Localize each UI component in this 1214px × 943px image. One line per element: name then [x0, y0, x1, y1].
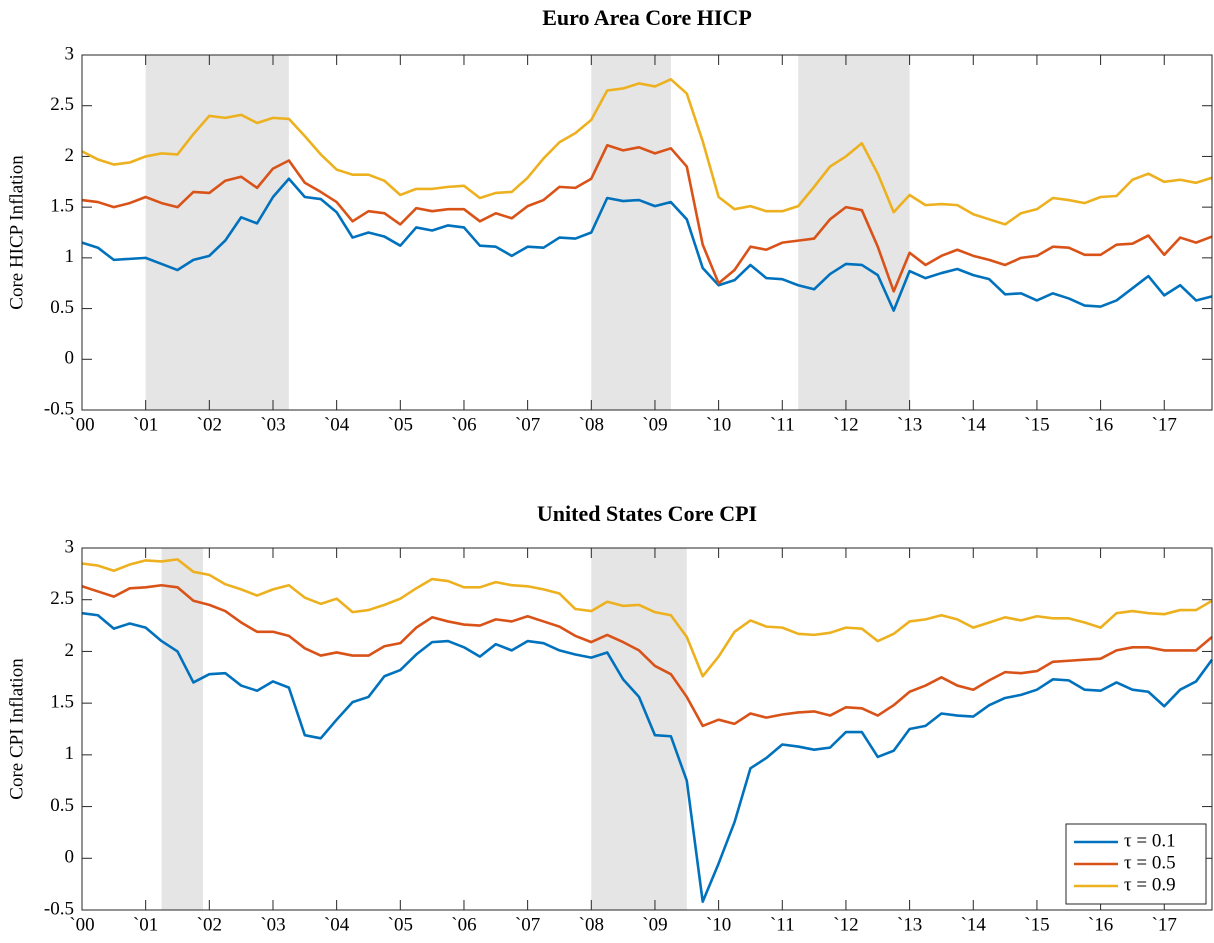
legend-label: τ = 0.9 [1124, 874, 1176, 895]
x-tick-label: `10 [706, 414, 731, 435]
x-tick-label: `15 [1024, 914, 1049, 935]
y-tick-label: -0.5 [44, 898, 74, 919]
x-tick-label: `14 [961, 914, 987, 935]
x-tick-label: `06 [451, 914, 476, 935]
y-tick-label: 1.5 [50, 196, 74, 217]
y-tick-label: 2.5 [50, 588, 74, 609]
x-tick-label: `12 [833, 914, 858, 935]
x-tick-label: `09 [642, 914, 667, 935]
y-tick-label: 0.5 [50, 297, 74, 318]
series-line [81, 583, 1213, 728]
x-tick-label: `01 [133, 914, 158, 935]
x-tick-label: `03 [260, 914, 285, 935]
legend-label: τ = 0.5 [1124, 852, 1176, 873]
x-tick-label: `10 [706, 914, 731, 935]
x-tick-label: `05 [388, 914, 413, 935]
x-tick-label: `00 [69, 414, 94, 435]
x-tick-label: `16 [1088, 914, 1113, 935]
y-tick-label: 2 [65, 145, 75, 166]
x-tick-label: `11 [770, 414, 795, 435]
y-tick-label: 3 [65, 43, 75, 64]
x-tick-label: `08 [579, 414, 604, 435]
series-line [81, 78, 1213, 226]
x-tick-label: `04 [324, 414, 350, 435]
series-line [81, 143, 1213, 293]
shaded-period [161, 548, 203, 910]
y-tick-label: 3 [65, 536, 75, 557]
x-tick-label: `14 [961, 414, 987, 435]
x-tick-label: `09 [642, 414, 667, 435]
x-tick-label: `08 [579, 914, 604, 935]
y-tick-label: 0.5 [50, 795, 74, 816]
x-tick-label: `16 [1088, 414, 1113, 435]
y-axis-label: Core CPI Inflation [6, 658, 27, 800]
series-line [81, 177, 1213, 312]
shaded-period [145, 55, 289, 410]
x-tick-label: `13 [897, 914, 922, 935]
x-tick-label: `07 [515, 914, 540, 935]
y-tick-label: 2 [65, 640, 75, 661]
y-tick-label: -0.5 [44, 398, 74, 419]
plot-frame [81, 547, 1213, 911]
legend-label: τ = 0.1 [1124, 830, 1176, 851]
series-line [81, 558, 1213, 678]
shaded-period [591, 548, 687, 910]
y-tick-label: 1 [65, 246, 75, 267]
x-tick-label: `05 [388, 414, 413, 435]
x-tick-label: `13 [897, 414, 922, 435]
x-tick-label: `04 [324, 914, 350, 935]
x-tick-label: `11 [770, 914, 795, 935]
chart-title: United States Core CPI [537, 501, 757, 526]
y-tick-label: 0 [65, 847, 75, 868]
y-axis-label: Core HICP Inflation [6, 155, 27, 310]
y-tick-label: 2.5 [50, 94, 74, 115]
x-tick-label: `06 [451, 414, 476, 435]
x-tick-label: `00 [69, 914, 94, 935]
x-tick-label: `01 [133, 414, 158, 435]
y-tick-label: 1 [65, 743, 75, 764]
x-tick-label: `17 [1152, 914, 1177, 935]
shaded-period [798, 55, 910, 410]
x-tick-label: `12 [833, 414, 858, 435]
x-tick-label: `17 [1152, 414, 1177, 435]
x-tick-label: `03 [260, 414, 285, 435]
plot-frame [81, 54, 1213, 411]
x-tick-label: `02 [197, 414, 222, 435]
y-tick-label: 1.5 [50, 692, 74, 713]
x-tick-label: `15 [1024, 414, 1049, 435]
chart-title: Euro Area Core HICP [542, 5, 752, 30]
shaded-period [591, 55, 671, 410]
x-tick-label: `02 [197, 914, 222, 935]
y-tick-label: 0 [65, 348, 75, 369]
series-line [81, 611, 1214, 904]
x-tick-label: `07 [515, 414, 540, 435]
